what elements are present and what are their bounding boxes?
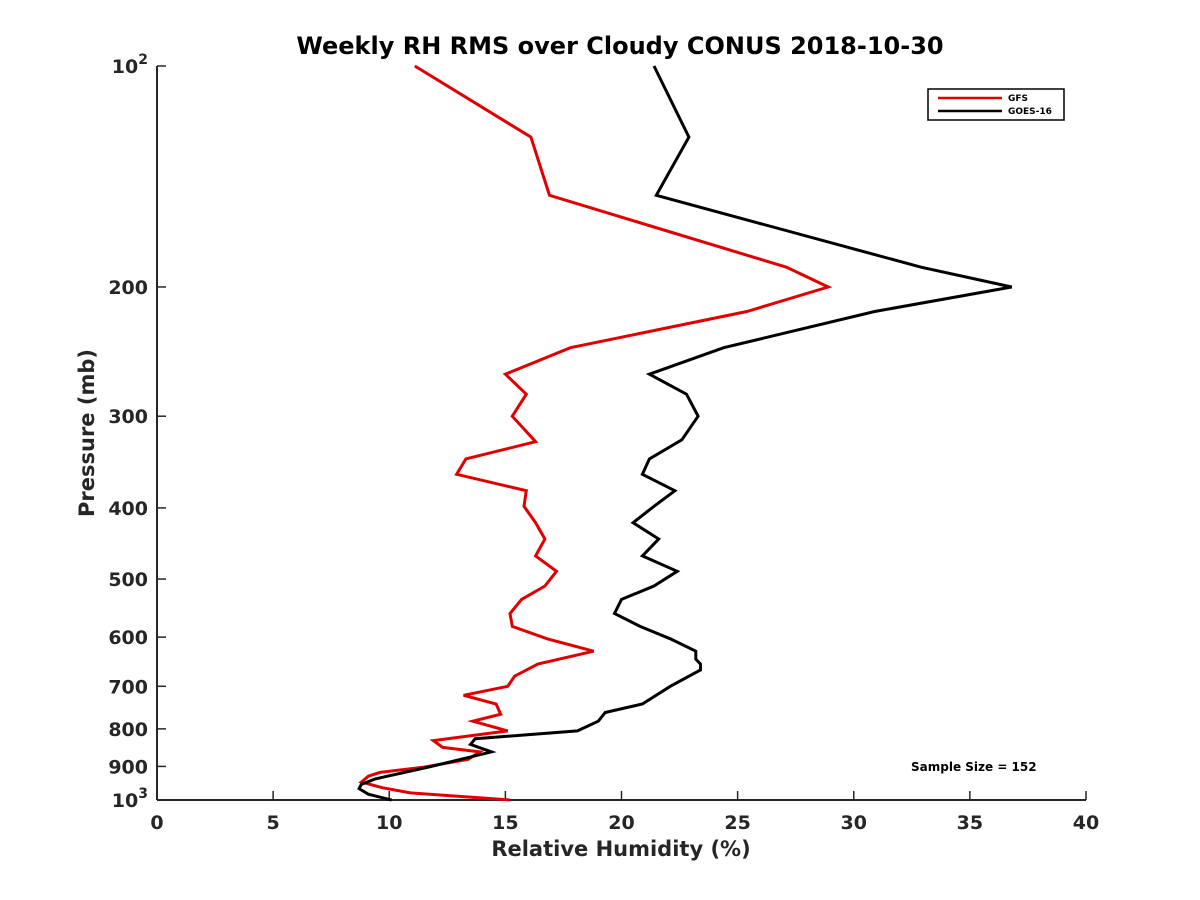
series-line-goes-16 xyxy=(357,65,1013,802)
y-tick-label: 300 xyxy=(108,406,148,428)
x-tick-label: 40 xyxy=(1073,812,1099,834)
y-tick-label: 700 xyxy=(108,676,148,698)
series-layer xyxy=(357,64,1013,802)
y-tick-label: 600 xyxy=(108,627,148,649)
y-tick-label: 103 xyxy=(112,786,148,812)
y-tick-label: 800 xyxy=(108,719,148,741)
x-tick-label: 30 xyxy=(841,812,867,834)
x-tick-label: 15 xyxy=(492,812,518,834)
x-tick-label: 25 xyxy=(724,812,750,834)
chart-title: Weekly RH RMS over Cloudy CONUS 2018-10-… xyxy=(296,32,943,60)
x-tick-label: 5 xyxy=(267,812,280,834)
y-tick-label: 200 xyxy=(108,277,148,299)
y-tick-exponent: 3 xyxy=(138,786,148,802)
y-tick-base: 10 xyxy=(112,56,138,78)
x-tick-label: 10 xyxy=(376,812,402,834)
y-axis-label: Pressure (mb) xyxy=(75,349,99,517)
y-tick-label: 400 xyxy=(108,498,148,520)
x-axis-ticks: 0 5 10 15 20 25 30 35 40 xyxy=(150,791,1099,834)
legend-box xyxy=(927,88,1065,121)
y-tick-base: 10 xyxy=(112,790,138,812)
x-tick-label: 35 xyxy=(957,812,983,834)
y-tick-label: 102 xyxy=(112,52,148,78)
y-tick-label: 500 xyxy=(108,569,148,591)
legend-label-gfs: GFS xyxy=(1008,94,1028,104)
y-tick-exponent: 2 xyxy=(138,52,148,68)
x-axis-label: Relative Humidity (%) xyxy=(491,837,750,861)
legend-label-goes-16: GOES-16 xyxy=(1008,107,1052,117)
y-tick-label: 900 xyxy=(108,756,148,778)
sample-size-annotation: Sample Size = 152 xyxy=(911,760,1037,774)
x-tick-label: 20 xyxy=(608,812,634,834)
x-tick-label: 0 xyxy=(150,812,163,834)
legend: GFS GOES-16 xyxy=(927,88,1065,121)
